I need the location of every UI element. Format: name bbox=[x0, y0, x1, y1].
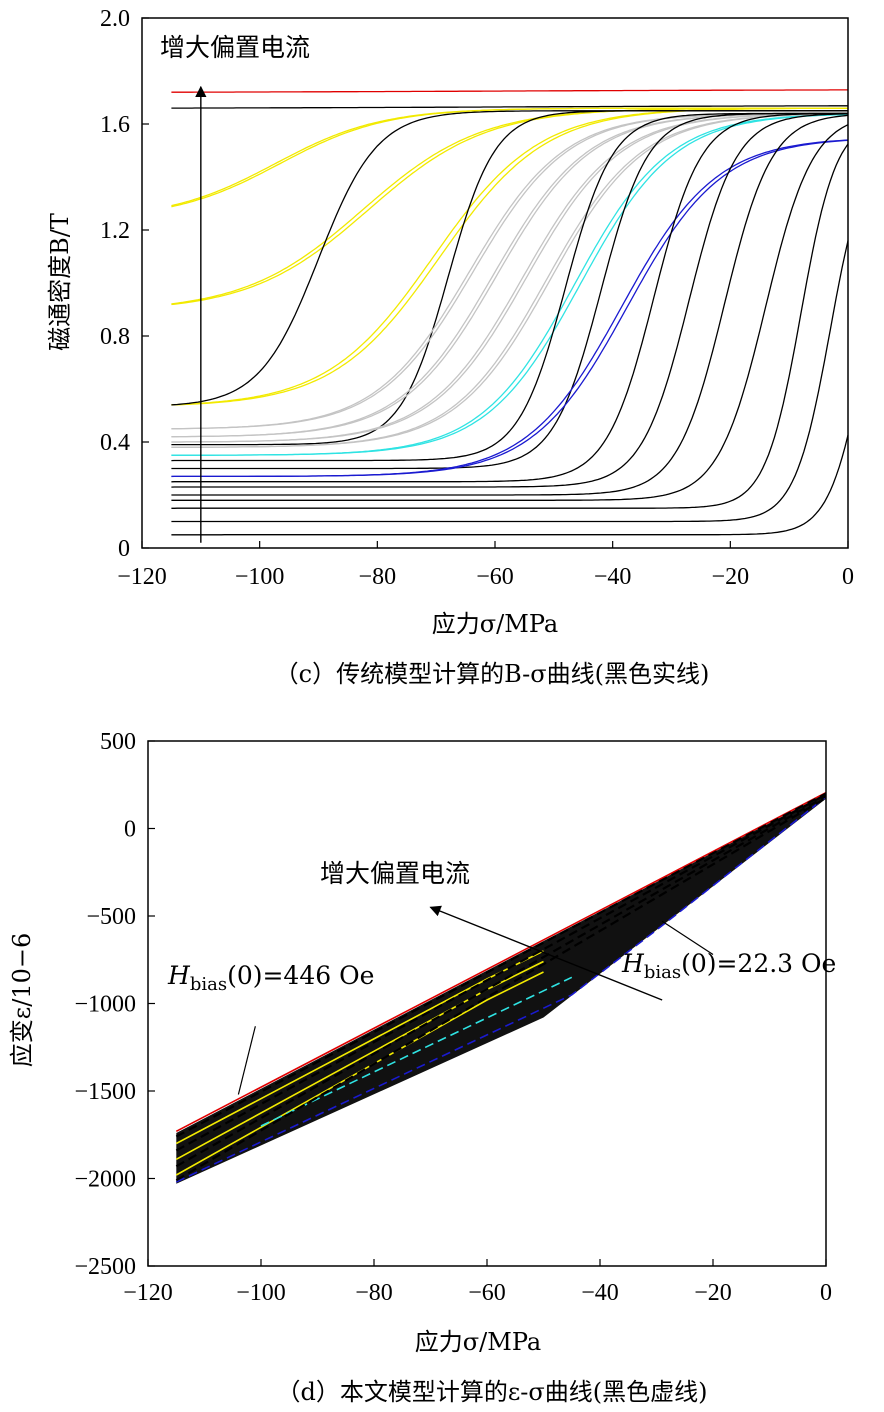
c-caption: （c）传统模型计算的B-σ曲线(黑色实线) bbox=[275, 660, 710, 688]
c-series-black bbox=[171, 114, 849, 496]
c-series-black bbox=[171, 113, 849, 488]
c-series-black bbox=[171, 112, 848, 483]
d-plot-area bbox=[175, 791, 827, 1184]
d-ylabel: 应变ε/10−6 bbox=[8, 933, 36, 1067]
d-ytick-label: 500 bbox=[100, 729, 136, 755]
d-ytick-label: −1500 bbox=[74, 1079, 136, 1105]
c-xtick-label: −40 bbox=[594, 564, 632, 590]
c-ytick-label: 0.8 bbox=[100, 324, 130, 350]
c-series-yellow bbox=[171, 107, 848, 305]
c-ylabel: 磁通密度B/T bbox=[46, 213, 74, 351]
d-ytick-label: −500 bbox=[86, 904, 136, 930]
c-xtick-label: −100 bbox=[235, 564, 285, 590]
d-series-black bbox=[175, 792, 827, 1138]
c-series-blue bbox=[171, 139, 849, 478]
d-series-red bbox=[175, 791, 827, 1133]
c-ytick-label: 0 bbox=[118, 536, 130, 562]
d-xtick-label: −120 bbox=[123, 1280, 173, 1306]
d-xtick-label: 0 bbox=[820, 1280, 832, 1306]
panel-c: −120 −100 −80 −60 −40 −20 0 0 0.4 0.8 1.2 1.6 2.0 增大… bbox=[46, 6, 854, 688]
d-caption: （d）本文模型计算的ε-σ曲线(黑色虚线) bbox=[276, 1378, 707, 1406]
d-xtick-label: −100 bbox=[236, 1280, 286, 1306]
d-series-black bbox=[175, 793, 827, 1152]
d-series-blue bbox=[175, 796, 827, 1183]
c-xtick-label: −20 bbox=[712, 564, 750, 590]
d-series-black bbox=[175, 795, 827, 1168]
c-series-black bbox=[171, 110, 848, 446]
c-series-black bbox=[171, 434, 849, 536]
c-series-red bbox=[171, 89, 848, 93]
c-series-black bbox=[171, 112, 848, 470]
c-series-yellow bbox=[171, 107, 848, 406]
d-leader-right bbox=[661, 920, 714, 956]
panel-d: −120 −100 −80 −60 −40 −20 0 −2500 −2000 −1500 −100… bbox=[8, 729, 836, 1406]
d-xtick-label: −80 bbox=[355, 1280, 393, 1306]
c-annotation: 增大偏置电流 bbox=[160, 33, 310, 62]
d-ytick-label: 0 bbox=[124, 817, 136, 843]
d-ticks: −120 −100 −80 −60 −40 −20 0 −2500 −2000 −1500 −100… bbox=[74, 729, 832, 1306]
c-xtick-label: 0 bbox=[842, 564, 854, 590]
c-xtick-label: −120 bbox=[117, 564, 167, 590]
c-ytick-label: 1.6 bbox=[100, 112, 130, 138]
c-series-black bbox=[171, 143, 849, 509]
d-leader-left bbox=[237, 1026, 256, 1095]
d-ytick-label: −1000 bbox=[74, 992, 136, 1018]
d-xlabel: 应力σ/MPa bbox=[415, 1328, 541, 1356]
d-label-right: Hbias(0)=22.3 Oe bbox=[621, 949, 836, 983]
d-xtick-label: −40 bbox=[581, 1280, 619, 1306]
c-series-yellow bbox=[171, 107, 848, 406]
c-series-gray bbox=[171, 113, 848, 443]
c-series-black bbox=[171, 105, 848, 109]
c-series-blue bbox=[171, 139, 849, 478]
d-xtick-label: −60 bbox=[468, 1280, 506, 1306]
d-xtick-label: −20 bbox=[694, 1280, 732, 1306]
c-ticks: −120 −100 −80 −60 −40 −20 0 0 0.4 0.8 1.2 1.6 2.0 bbox=[100, 6, 854, 590]
c-xlabel: 应力σ/MPa bbox=[432, 610, 558, 638]
c-series-gray bbox=[171, 113, 849, 448]
d-arrow bbox=[429, 905, 663, 1001]
c-series-black bbox=[171, 124, 849, 501]
c-series-black bbox=[171, 110, 848, 406]
c-xtick-label: −60 bbox=[476, 564, 514, 590]
d-band bbox=[176, 793, 827, 1184]
c-ytick-label: 2.0 bbox=[100, 6, 130, 32]
d-ytick-label: −2000 bbox=[74, 1167, 136, 1193]
c-plot-area bbox=[171, 85, 849, 543]
d-annotation: 增大偏置电流 bbox=[320, 859, 470, 888]
d-ytick-label: −2500 bbox=[74, 1254, 136, 1280]
c-series-gray bbox=[171, 112, 848, 438]
c-series-cyan bbox=[171, 113, 848, 456]
c-xtick-label: −80 bbox=[359, 564, 397, 590]
c-ytick-label: 1.2 bbox=[100, 218, 130, 244]
d-label-left: Hbias(0)=446 Oe bbox=[167, 961, 374, 995]
c-ytick-label: 0.4 bbox=[100, 430, 130, 456]
c-series-black bbox=[171, 112, 848, 462]
c-series-black bbox=[171, 240, 849, 523]
